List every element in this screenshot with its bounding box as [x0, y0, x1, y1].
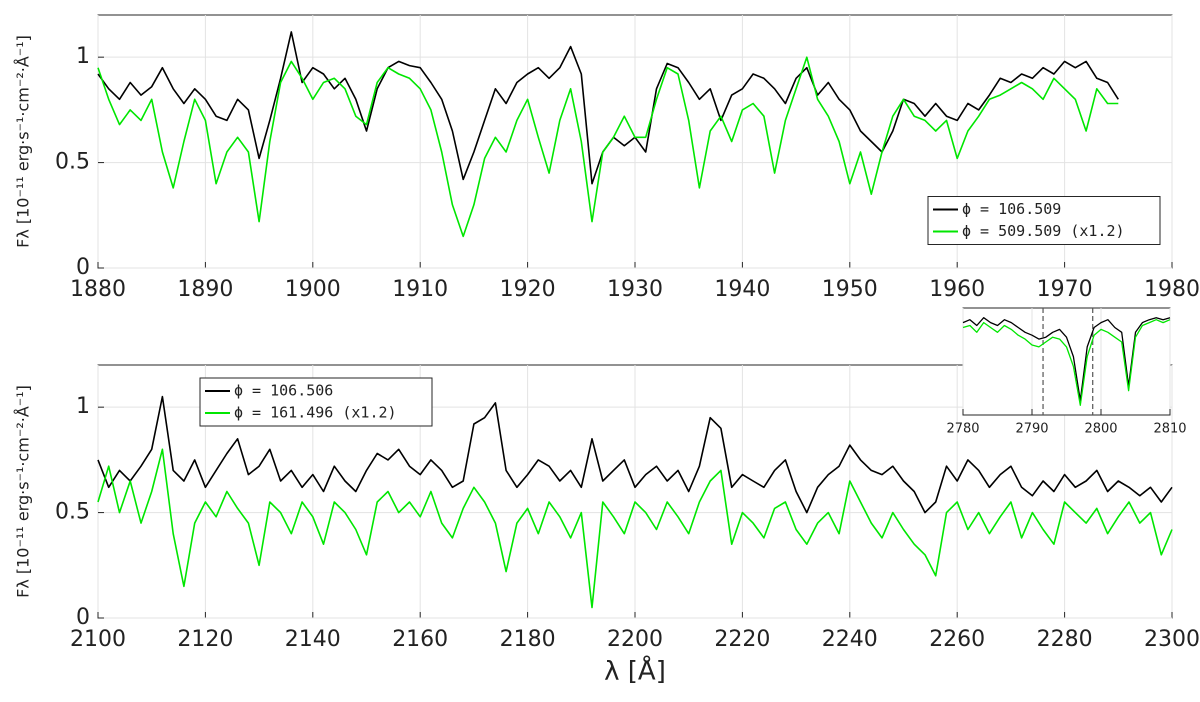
x-tick-label: 1900 [285, 277, 341, 302]
y-tick-label: 0 [76, 255, 90, 280]
legend-box [927, 196, 1161, 245]
x-tick-label: 2300 [1144, 627, 1200, 652]
spectrum-line [97, 56, 1119, 238]
legend-label: ϕ = 509.509 (x1.2) [962, 222, 1125, 240]
y-tick-label: 0 [76, 605, 90, 630]
x-tick-label: 2180 [500, 627, 556, 652]
x-tick-label: 2810 [1153, 422, 1186, 437]
x-tick-label: 1940 [714, 277, 770, 302]
x-tick-label: 1980 [1144, 277, 1200, 302]
spectrum-line [97, 395, 1173, 514]
x-tick-label: 2160 [392, 627, 448, 652]
y-tick-label: 1 [76, 44, 90, 69]
x-tick-label: 2100 [70, 627, 126, 652]
x-tick-label: 2260 [929, 627, 985, 652]
x-tick-label: 1960 [929, 277, 985, 302]
x-axis-label: λ [Å] [604, 655, 666, 687]
x-tick-label: 1950 [822, 277, 878, 302]
y-tick-label: 1 [76, 394, 90, 419]
x-tick-label: 2120 [177, 627, 233, 652]
y-tick-label: 0.5 [55, 150, 90, 175]
spectrum-line [962, 317, 1171, 402]
x-tick-label: 1970 [1037, 277, 1093, 302]
legend-label: ϕ = 106.506 [234, 382, 333, 400]
y-tick-label: 0.5 [55, 500, 90, 525]
spectrum-line [97, 448, 1173, 609]
x-tick-label: 1920 [500, 277, 556, 302]
x-tick-label: 2780 [946, 422, 979, 437]
spectrum-line [962, 319, 1171, 406]
x-tick-label: 2220 [714, 627, 770, 652]
x-tick-label: 2280 [1037, 627, 1093, 652]
x-tick-label: 1880 [70, 277, 126, 302]
x-tick-label: 2140 [285, 627, 341, 652]
legend-label: ϕ = 106.509 [962, 200, 1061, 218]
x-tick-label: 2200 [607, 627, 663, 652]
y-axis-label: Fλ [10⁻¹¹ erg·s⁻¹·cm⁻²·Å⁻¹] [14, 35, 33, 248]
x-tick-label: 1890 [177, 277, 233, 302]
x-tick-label: 2240 [822, 627, 878, 652]
legend-label: ϕ = 161.496 (x1.2) [234, 404, 397, 422]
x-tick-label: 1930 [607, 277, 663, 302]
x-tick-label: 2790 [1015, 422, 1048, 437]
legend-box [199, 377, 433, 427]
x-tick-label: 1910 [392, 277, 448, 302]
x-tick-label: 2800 [1084, 422, 1117, 437]
y-axis-label: Fλ [10⁻¹¹ erg·s⁻¹·cm⁻²·Å⁻¹] [14, 385, 33, 598]
